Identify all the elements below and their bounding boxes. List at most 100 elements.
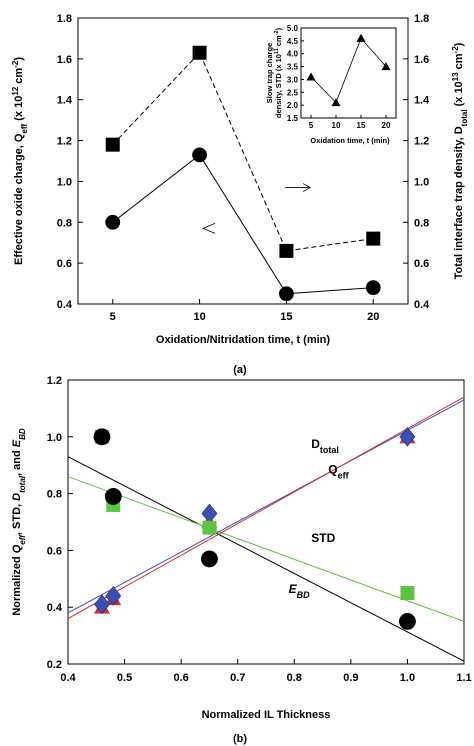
panel-b-caption: (b) — [233, 733, 247, 745]
panel-a-x-tick-label: 20 — [367, 311, 379, 323]
panel-b-y-tick-label: 0.6 — [47, 545, 62, 557]
inset-series — [306, 33, 391, 107]
inset-y-tick-label: 4.0 — [287, 50, 299, 59]
panel-b-point-square — [202, 520, 217, 535]
panel-a-point-square — [105, 137, 120, 152]
panel-b: 0.4 0.5 0.6 0.7 0.8 0.9 1.0 1.10.20.40.60.81.01… — [11, 375, 472, 745]
panel-a-left-y-axis-label: Effective oxide charge, Qeff (x 1012 cm-… — [11, 57, 29, 265]
panel-a-right-tick-label: 0.6 — [414, 258, 429, 270]
inset-y-tick-label: 5.0 — [287, 24, 299, 33]
right-axis-arrow-head — [302, 183, 311, 192]
panel-a-ticks: 5 10 15 20 0.4 0.6 0.8 1.0 1.2 1.4 1.6 1.8 0.4 0.6 0.8… — [57, 13, 430, 323]
panel-b-line-labels: Dtotal Qeff STD EBD — [289, 437, 350, 600]
panel-b-y-tick-label: 1.0 — [47, 432, 62, 444]
panel-b-point-circle — [399, 613, 416, 630]
panel-a-left-tick-label: 1.4 — [57, 95, 73, 107]
panel-a: 5 10 15 20 0.4 0.6 0.8 1.0 1.2 1.4 1.6 1.8 0.4 0.6 0.8… — [11, 13, 469, 376]
panel-a-point-square — [192, 45, 207, 60]
inset-y-axis-label-line2: density, STD (x 1011 cm-2) — [274, 27, 283, 118]
inset-y-tick-label: 3.5 — [287, 63, 299, 72]
panel-a-left-tick-label: 0.8 — [57, 217, 72, 229]
panel-a-caption: (a) — [233, 364, 247, 376]
panel-a-left-tick-label: 1.0 — [57, 176, 72, 188]
panel-b-x-tick-label: 0.7 — [230, 672, 245, 684]
panel-a-series — [105, 45, 381, 302]
panel-a-right-tick-label: 0.8 — [414, 217, 429, 229]
panel-a-left-tick-label: 0.6 — [57, 258, 72, 270]
panel-b-point-square — [400, 586, 415, 600]
panel-b-point-diamond — [399, 426, 416, 447]
inset-point-triangle — [356, 33, 366, 42]
panel-b-x-tick-label: 0.8 — [287, 672, 302, 684]
panel-a-point-circle — [365, 280, 381, 296]
panel-b-y-tick-label: 1.2 — [47, 375, 62, 387]
panel-a-series-line-circle — [112, 154, 374, 295]
inset-y-tick-label: 1.5 — [287, 114, 299, 123]
panel-a-x-tick-label: 15 — [280, 311, 292, 323]
panel-b-point-diamond — [94, 594, 110, 615]
panel-b-x-tick-label: 0.4 — [60, 672, 76, 684]
panel-a-right-tick-label: 1.2 — [414, 136, 429, 148]
left-axis-arrow-head — [202, 223, 216, 234]
panel-a-left-tick-label: 0.4 — [57, 299, 73, 311]
panel-a-x-tick-label: 5 — [110, 311, 116, 323]
panel-b-line-label: EBD — [289, 582, 311, 600]
panel-b-x-tick-label: 0.6 — [173, 672, 188, 684]
inset-x-tick-label: 10 — [332, 121, 341, 130]
inset-x-tick-label: 5 — [309, 121, 314, 130]
panel-b-line-label: STD — [311, 531, 335, 545]
panel-b-point-circle — [93, 428, 111, 446]
panel-b-point-diamond — [105, 585, 122, 606]
panel-b-fit-line — [67, 476, 465, 622]
panel-a-point-circle — [105, 214, 121, 230]
panel-a-x-tick-label: 10 — [193, 311, 205, 323]
inset-y-tick-label: 2.0 — [287, 101, 299, 110]
panel-a-point-circle — [192, 147, 207, 163]
inset-point-triangle — [331, 98, 341, 107]
panel-b-x-tick-label: 0.5 — [117, 672, 132, 684]
inset-series-line — [310, 37, 387, 104]
panel-b-fit-line — [67, 396, 465, 619]
panel-a-right-tick-label: 1.8 — [414, 13, 429, 25]
inset-ticks: 5 10 15 20 1.5 2.0 2.5 3.0 3.5 4.0 4.5 5.0 — [287, 24, 391, 130]
panel-b-point-circle — [201, 550, 218, 568]
panel-b-line-label: Qeff — [328, 463, 349, 481]
inset-frame — [300, 27, 397, 119]
panel-a-right-tick-label: 1.0 — [414, 176, 429, 188]
inset-y-tick-label: 2.5 — [287, 88, 299, 97]
panel-a-right-y-axis-label: Total interface trap density, Dtotal (x … — [451, 42, 469, 279]
panel-a-point-square — [366, 231, 381, 246]
panel-a-series-line-square — [112, 51, 374, 252]
panel-b-line-label: Dtotal — [311, 437, 339, 455]
panel-b-fit-line — [67, 456, 465, 662]
inset-x-tick-label: 20 — [382, 121, 391, 130]
panel-b-x-tick-label: 1.1 — [456, 672, 471, 684]
panel-a-left-tick-label: 1.6 — [57, 54, 72, 66]
panel-a-left-tick-label: 1.8 — [57, 13, 72, 25]
inset-y-axis-label-line1: Slow trap charge — [265, 43, 274, 103]
panel-b-frame — [67, 379, 465, 665]
inset-x-tick-label: 15 — [357, 121, 366, 130]
inset-y-tick-label: 3.0 — [287, 75, 299, 84]
panel-a-right-tick-label: 1.4 — [414, 95, 430, 107]
panel-b-series — [93, 426, 416, 630]
inset-y-tick-label: 4.5 — [287, 37, 299, 46]
inset-chart: 5 10 15 20 1.5 2.0 2.5 3.0 3.5 4.0 4.5 5.0 Oxidatio… — [265, 24, 397, 145]
inset-point-triangle — [306, 72, 316, 81]
panel-b-y-tick-label: 0.8 — [47, 489, 62, 501]
panel-b-x-tick-label: 0.9 — [343, 672, 358, 684]
panel-b-ticks: 0.4 0.5 0.6 0.7 0.8 0.9 1.0 1.10.20.40.60.81.01… — [47, 375, 472, 684]
panel-b-x-tick-label: 1.0 — [400, 672, 415, 684]
panel-a-x-axis-label: Oxidation/Nitridation time, t (min) — [156, 334, 331, 346]
panel-b-y-tick-label: 0.4 — [47, 602, 63, 614]
panel-a-right-tick-label: 0.4 — [414, 299, 430, 311]
inset-point-triangle — [381, 62, 391, 71]
panel-b-y-axis-label: Normalized Qeff, STD, Dtotal, and EBD — [11, 428, 27, 615]
panel-a-right-tick-label: 1.6 — [414, 54, 429, 66]
panel-b-y-tick-label: 0.2 — [47, 659, 62, 671]
panel-b-fit-lines — [67, 396, 465, 662]
panel-a-frame — [77, 17, 409, 305]
panel-a-point-circle — [279, 286, 294, 302]
panel-b-x-axis-label: Normalized IL Thickness — [202, 709, 331, 721]
